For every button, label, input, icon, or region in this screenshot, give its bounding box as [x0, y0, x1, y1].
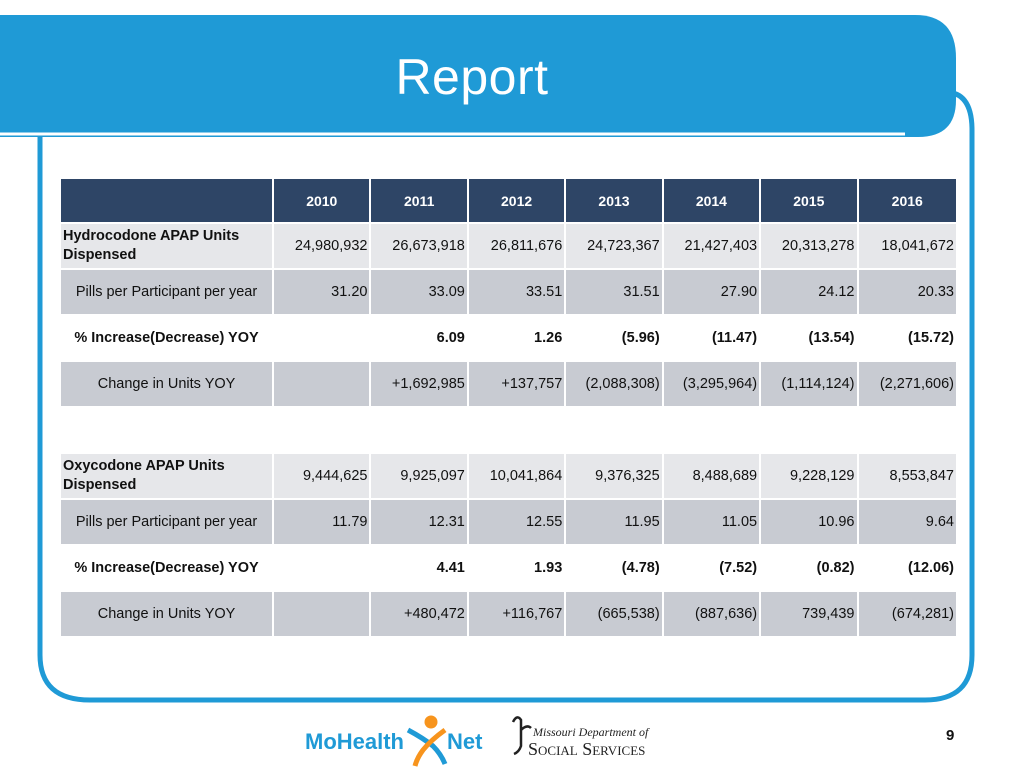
table-cell: 31.51 — [566, 270, 664, 316]
table-cell: 20.33 — [858, 270, 956, 316]
table-cell: (2,088,308) — [566, 362, 664, 408]
table-cell: 26,673,918 — [371, 224, 469, 270]
table-cell: (7.52) — [663, 546, 762, 592]
table-cell: 33.09 — [371, 270, 469, 316]
content-border — [37, 89, 975, 703]
page-number: 9 — [946, 727, 955, 744]
table-cell: 24,980,932 — [274, 224, 372, 270]
oxycodone-units-row: Oxycodone APAP Units Dispensed 9,444,625… — [61, 454, 956, 500]
table-cell: 18,041,672 — [858, 224, 956, 270]
table-cell: (15.72) — [858, 316, 956, 362]
table-cell: 31.20 — [274, 270, 372, 316]
table-cell: 4.41 — [371, 546, 469, 592]
table-cell: (665,538) — [566, 592, 664, 638]
table-cell: (12.06) — [858, 546, 956, 592]
table-cell: +116,767 — [468, 592, 567, 638]
table-cell: (674,281) — [858, 592, 956, 638]
table-cell: 11.79 — [274, 500, 372, 546]
dss-emblem-icon — [511, 716, 532, 756]
logo-figure-stroke — [406, 727, 448, 765]
row-label: Change in Units YOY — [61, 362, 275, 408]
logo-figure-head — [424, 715, 438, 729]
year-header: 2013 — [566, 179, 664, 224]
table-cell: 11.95 — [566, 500, 664, 546]
table-cell: (3,295,964) — [663, 362, 762, 408]
table-cell: 26,811,676 — [468, 224, 567, 270]
spacer-row — [61, 408, 956, 454]
hydrocodone-pct-row: % Increase(Decrease) YOY 6.09 1.26 (5.96… — [61, 316, 956, 362]
table-cell: (5.96) — [566, 316, 664, 362]
table-cell: (0.82) — [761, 546, 859, 592]
table-cell: 8,488,689 — [663, 454, 762, 500]
mohealthnet-text-a: MoHealth — [305, 729, 404, 754]
table-cell: 1.26 — [468, 316, 567, 362]
table-cell: +480,472 — [371, 592, 469, 638]
hydrocodone-ppp-row: Pills per Participant per year 31.20 33.… — [61, 270, 956, 316]
table-cell: 739,439 — [761, 592, 859, 638]
table-cell: 33.51 — [468, 270, 567, 316]
table-cell: +137,757 — [468, 362, 567, 408]
table-cell: 1.93 — [468, 546, 567, 592]
table-cell: 11.05 — [663, 500, 762, 546]
table-cell: 10,041,864 — [468, 454, 567, 500]
oxycodone-ppp-row: Pills per Participant per year 11.79 12.… — [61, 500, 956, 546]
row-label: Pills per Participant per year — [61, 270, 275, 316]
dss-logo: Missouri Department of Social Services — [511, 716, 650, 759]
year-header: 2016 — [858, 179, 956, 224]
table-cell: 8,553,847 — [858, 454, 956, 500]
table-cell: 12.31 — [371, 500, 469, 546]
slide-title: Report — [395, 49, 549, 105]
table-cell — [274, 316, 372, 362]
table-cell — [274, 592, 372, 638]
footer-logos: MoHealth Net Missouri Department of Soci… — [305, 715, 650, 767]
table-cell: 9,925,097 — [371, 454, 469, 500]
oxycodone-change-row: Change in Units YOY +480,472 +116,767 (6… — [61, 592, 956, 638]
table-cell: 27.90 — [663, 270, 762, 316]
dss-text-line1: Missouri Department of — [532, 725, 650, 739]
table-cell: 24,723,367 — [566, 224, 664, 270]
year-header: 2015 — [761, 179, 859, 224]
dss-text-line2: Social Services — [528, 739, 645, 759]
year-header: 2010 — [274, 179, 372, 224]
mohealthnet-text-b: Net — [447, 729, 483, 754]
table-cell: 9,376,325 — [566, 454, 664, 500]
row-label: Hydrocodone APAP Units Dispensed — [61, 224, 275, 270]
row-label: % Increase(Decrease) YOY — [61, 316, 275, 362]
header-row: 2010 2011 2012 2013 2014 2015 2016 — [61, 179, 956, 224]
opioid-report-table: 2010 2011 2012 2013 2014 2015 2016 Hydro… — [61, 179, 956, 638]
table-cell: 6.09 — [371, 316, 469, 362]
header-corner — [61, 179, 275, 224]
year-header: 2014 — [663, 179, 762, 224]
table-cell: 21,427,403 — [663, 224, 762, 270]
logo-figure-stroke — [412, 727, 447, 767]
table-cell: +1,692,985 — [371, 362, 469, 408]
table-cell: 9,444,625 — [274, 454, 372, 500]
table-cell: 20,313,278 — [761, 224, 859, 270]
table-cell: (887,636) — [663, 592, 762, 638]
table-cell — [274, 362, 372, 408]
row-label: Change in Units YOY — [61, 592, 275, 638]
table-cell: (2,271,606) — [858, 362, 956, 408]
hydrocodone-units-row: Hydrocodone APAP Units Dispensed 24,980,… — [61, 224, 956, 270]
row-label: Oxycodone APAP Units Dispensed — [61, 454, 275, 500]
table-cell: (4.78) — [566, 546, 664, 592]
title-banner — [0, 15, 956, 137]
table-cell — [274, 546, 372, 592]
oxycodone-pct-row: % Increase(Decrease) YOY 4.41 1.93 (4.78… — [61, 546, 956, 592]
hydrocodone-change-row: Change in Units YOY +1,692,985 +137,757 … — [61, 362, 956, 408]
row-label: % Increase(Decrease) YOY — [61, 546, 275, 592]
year-header: 2012 — [468, 179, 567, 224]
year-header: 2011 — [371, 179, 469, 224]
table-cell: 10.96 — [761, 500, 859, 546]
table-cell: (13.54) — [761, 316, 859, 362]
table-cell: 12.55 — [468, 500, 567, 546]
row-label: Pills per Participant per year — [61, 500, 275, 546]
table-cell: 24.12 — [761, 270, 859, 316]
table-cell: (1,114,124) — [761, 362, 859, 408]
table-cell: 9.64 — [858, 500, 956, 546]
table-cell: (11.47) — [663, 316, 762, 362]
mohealthnet-logo: MoHealth Net — [305, 715, 483, 767]
table-cell: 9,228,129 — [761, 454, 859, 500]
